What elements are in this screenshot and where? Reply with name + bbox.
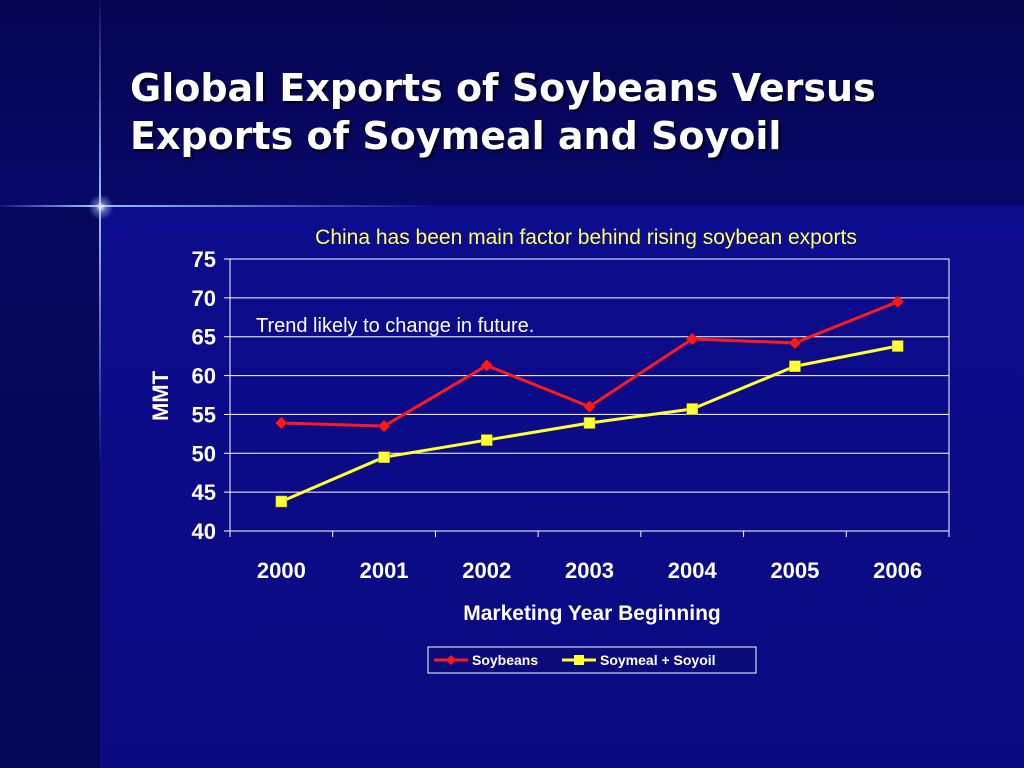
y-axis: 40 45 50 55 60 65 70 75 xyxy=(192,247,230,544)
data-point-soybeans xyxy=(685,332,699,346)
plot-area xyxy=(229,258,950,532)
slide-title-line-1: Global Exports of Soybeans Versus xyxy=(130,66,876,110)
legend: Soybeans Soymeal + Soyoil xyxy=(427,646,757,674)
data-point-soybeans xyxy=(891,295,904,309)
y-tick-label: 65 xyxy=(192,325,216,350)
legend-swatch-marker xyxy=(574,655,584,665)
data-point-soymeal-soyoil xyxy=(481,434,493,446)
legend-item: Soymeal + Soyoil xyxy=(562,652,716,668)
chart-annotation: Trend likely to change in future. xyxy=(256,315,534,337)
x-tick-label: 2002 xyxy=(462,558,511,583)
y-tick-label: 75 xyxy=(192,247,216,272)
data-point-soybeans xyxy=(583,400,596,414)
data-point-soymeal-soyoil xyxy=(891,340,904,352)
legend-label: Soymeal + Soyoil xyxy=(600,652,716,668)
decorative-line-horizontal xyxy=(0,205,430,207)
left-band xyxy=(0,206,100,768)
chart-subtitle: China has been main factor behind rising… xyxy=(315,226,857,249)
y-tick-label: 60 xyxy=(192,364,216,389)
x-tick-label: 2000 xyxy=(257,558,306,583)
data-point-soymeal-soyoil xyxy=(378,451,390,463)
series-layer xyxy=(275,295,904,508)
data-point-soybeans xyxy=(377,419,391,433)
x-tick-label: 2003 xyxy=(565,558,614,583)
x-tick-label: 2001 xyxy=(360,558,409,583)
content-area xyxy=(100,206,1024,768)
x-axis: 2000 2001 2002 2003 2004 2005 2006 xyxy=(224,530,950,583)
legend-label: Soybeans xyxy=(472,652,538,668)
data-point-soymeal-soyoil xyxy=(686,403,698,415)
series-soybeans xyxy=(275,295,904,433)
data-point-soymeal-soyoil xyxy=(275,495,288,508)
y-axis-title: MMT xyxy=(148,370,173,421)
y-tick-label: 40 xyxy=(192,519,216,544)
legend-swatch-marker xyxy=(446,655,456,665)
x-tick-label: 2004 xyxy=(668,558,718,583)
x-axis-title: Marketing Year Beginning xyxy=(463,602,721,625)
y-tick-label: 45 xyxy=(192,480,216,505)
y-tick-label: 50 xyxy=(192,441,216,466)
x-tick-label: 2005 xyxy=(770,558,819,583)
y-tick-label: 70 xyxy=(192,286,216,311)
data-point-soybeans xyxy=(788,336,802,350)
slide-title: Global Exports of Soybeans Versus Export… xyxy=(130,64,1010,160)
title-band xyxy=(0,0,1024,206)
decorative-line-vertical xyxy=(99,0,101,460)
sparkle-icon xyxy=(86,192,116,222)
data-point-soybeans xyxy=(275,416,288,430)
series-soymeal-soyoil xyxy=(275,340,904,508)
gridlines xyxy=(230,297,949,493)
data-point-soybeans xyxy=(480,359,494,372)
data-point-soymeal-soyoil xyxy=(789,360,801,372)
y-tick-label: 55 xyxy=(192,402,216,427)
slide-title-line-2: Exports of Soymeal and Soyoil xyxy=(130,114,782,158)
data-point-soymeal-soyoil xyxy=(583,417,596,429)
x-tick-label: 2006 xyxy=(873,558,922,583)
legend-item: Soybeans xyxy=(434,652,538,668)
